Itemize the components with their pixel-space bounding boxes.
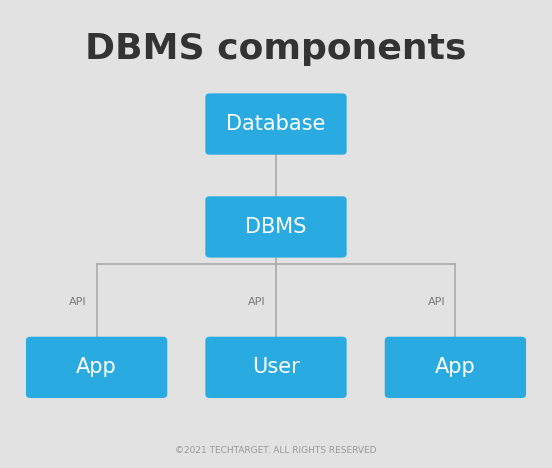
FancyBboxPatch shape [205, 93, 347, 154]
Text: App: App [76, 358, 117, 377]
Text: User: User [252, 358, 300, 377]
FancyBboxPatch shape [26, 337, 167, 398]
FancyBboxPatch shape [205, 337, 347, 398]
Text: Database: Database [226, 114, 326, 134]
FancyBboxPatch shape [385, 337, 526, 398]
Text: App: App [435, 358, 476, 377]
Text: API: API [428, 297, 445, 307]
FancyBboxPatch shape [205, 196, 347, 257]
Text: API: API [69, 297, 87, 307]
Text: DBMS components: DBMS components [85, 32, 467, 66]
Text: DBMS: DBMS [245, 217, 307, 237]
Text: ©2021 TECHTARGET. ALL RIGHTS RESERVED: ©2021 TECHTARGET. ALL RIGHTS RESERVED [175, 446, 377, 455]
Text: API: API [248, 297, 266, 307]
